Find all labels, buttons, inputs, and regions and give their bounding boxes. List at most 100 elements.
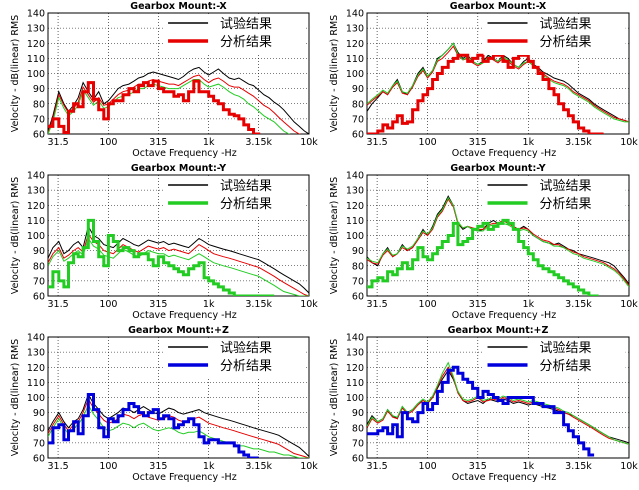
chart-panel-1: Gearbox Mount:-X 60 70 80 90 100 110 120 130 140 3… [0,0,319,162]
series-line-1 [48,66,309,134]
x-axis-label: Octave Frequency -Hz [452,472,556,483]
y-tick-label: 80 [33,261,45,272]
x-tick-label: 1k [523,461,535,472]
legend-label-test: 试验结果 [220,340,272,356]
legend-box [483,339,626,379]
series-group [48,393,309,458]
x-tick-label: 3.15k [565,461,592,472]
x-tick-label: 10k [620,461,638,472]
y-tick-label: 110 [346,378,364,389]
y-tick-label: 110 [27,216,45,227]
y-tick-label: 70 [33,114,45,125]
x-tick-label: 1k [203,461,215,472]
y-axis-label: Velocity - dB(linear) RMS [10,15,21,132]
y-tick-label: 100 [27,393,45,404]
y-tick-label: 140 [346,333,364,344]
y-axis-label: Velocity - dB(linear) RMS [10,339,21,456]
y-tick-label: 60 [352,454,364,465]
y-axis-label: Velocity - dB(linear) RMS [329,177,340,294]
series-line-3 [367,42,629,123]
y-tick-label: 140 [27,333,45,344]
x-tick-label: 315 [149,299,167,310]
y-tick-label: 130 [346,186,364,197]
y-tick-label: 140 [346,9,364,20]
series-line-3 [48,237,309,296]
y-tick-label: 80 [352,423,364,434]
x-tick-label: 10k [300,137,318,148]
chart-panel-2: Gearbox Mount:-X 60 70 80 90 100 110 120 130 140 3… [319,0,639,162]
y-tick-label: 140 [27,9,45,20]
x-tick-label: 100 [419,299,437,310]
y-tick-label: 120 [27,201,45,212]
x-tick-label: 31.5 [367,461,388,472]
series-group [367,361,629,457]
x-tick-label: 1k [203,137,215,148]
chart-svg: Gearbox Mount:-Y 60 70 80 90 100 110 120 130 140 3… [329,163,638,321]
legend-box [164,177,307,217]
legend-label-analysis: 分析结果 [220,359,272,374]
series-line-2 [48,397,309,458]
series-line-4 [367,218,599,296]
series-line-4 [367,53,604,134]
y-tick-label: 130 [346,348,364,359]
x-tick-label: 31.5 [367,299,388,310]
x-tick-label: 10k [620,299,638,310]
chart-title: Gearbox Mount:+Z [448,325,549,336]
y-tick-label: 120 [346,201,364,212]
chart-title: Gearbox Mount:-X [130,1,227,12]
series-line-4 [48,393,259,458]
series-line-4 [367,365,595,457]
x-tick-label: 100 [419,137,437,148]
chart-svg: Gearbox Mount:+Z 60 70 80 90 100 110 120 130 140 3… [329,325,638,483]
y-tick-label: 120 [346,363,364,374]
y-axis-label: Velocity - dB(linear) RMS [329,339,340,456]
series-group [48,218,309,296]
x-tick-label: 3.15k [245,461,272,472]
series-group [367,42,629,134]
chart-title: Gearbox Mount:-X [450,1,547,12]
series-line-4 [48,218,275,296]
series-line-1 [48,393,309,457]
chart-svg: Gearbox Mount:+Z 60 70 80 90 100 110 120 130 140 3… [10,325,318,483]
x-tick-label: 315 [469,461,487,472]
x-tick-label: 3.15k [565,137,592,148]
series-line-1 [48,225,309,294]
y-tick-label: 70 [352,114,364,125]
y-tick-label: 100 [346,231,364,242]
legend-label-test: 试验结果 [540,340,592,356]
series-line-3 [48,403,309,458]
x-tick-label: 315 [469,137,487,148]
x-tick-label: 10k [300,461,318,472]
x-tick-label: 315 [149,461,167,472]
y-tick-label: 60 [33,292,45,303]
y-tick-label: 80 [352,99,364,110]
y-axis-label: Velocity - dB(linear) RMS [329,15,340,132]
x-tick-label: 3.15k [245,137,272,148]
y-tick-label: 120 [27,363,45,374]
legend-label-analysis: 分析结果 [220,35,272,50]
x-tick-label: 100 [99,299,117,310]
x-tick-label: 1k [523,137,535,148]
y-tick-label: 110 [346,54,364,65]
y-tick-label: 60 [352,130,364,141]
y-tick-label: 90 [352,84,364,95]
y-tick-label: 110 [27,378,45,389]
y-tick-label: 130 [27,186,45,197]
y-tick-label: 140 [27,171,45,182]
x-tick-label: 1k [203,299,215,310]
y-tick-label: 110 [346,216,364,227]
legend-label-test: 试验结果 [220,178,272,194]
y-tick-label: 80 [352,261,364,272]
chart-panel-3: Gearbox Mount:-Y 60 70 80 90 100 110 120 130 140 3… [0,162,319,324]
legend-label-analysis: 分析结果 [540,359,592,374]
y-tick-label: 140 [346,171,364,182]
chart-title: Gearbox Mount:-Y [450,163,545,174]
legend-label-analysis: 分析结果 [540,197,592,212]
series-line-4 [48,79,261,134]
y-tick-label: 100 [27,231,45,242]
x-tick-label: 31.5 [47,461,68,472]
y-tick-label: 70 [352,276,364,287]
y-tick-label: 80 [33,423,45,434]
chart-title: Gearbox Mount:+Z [128,325,229,336]
